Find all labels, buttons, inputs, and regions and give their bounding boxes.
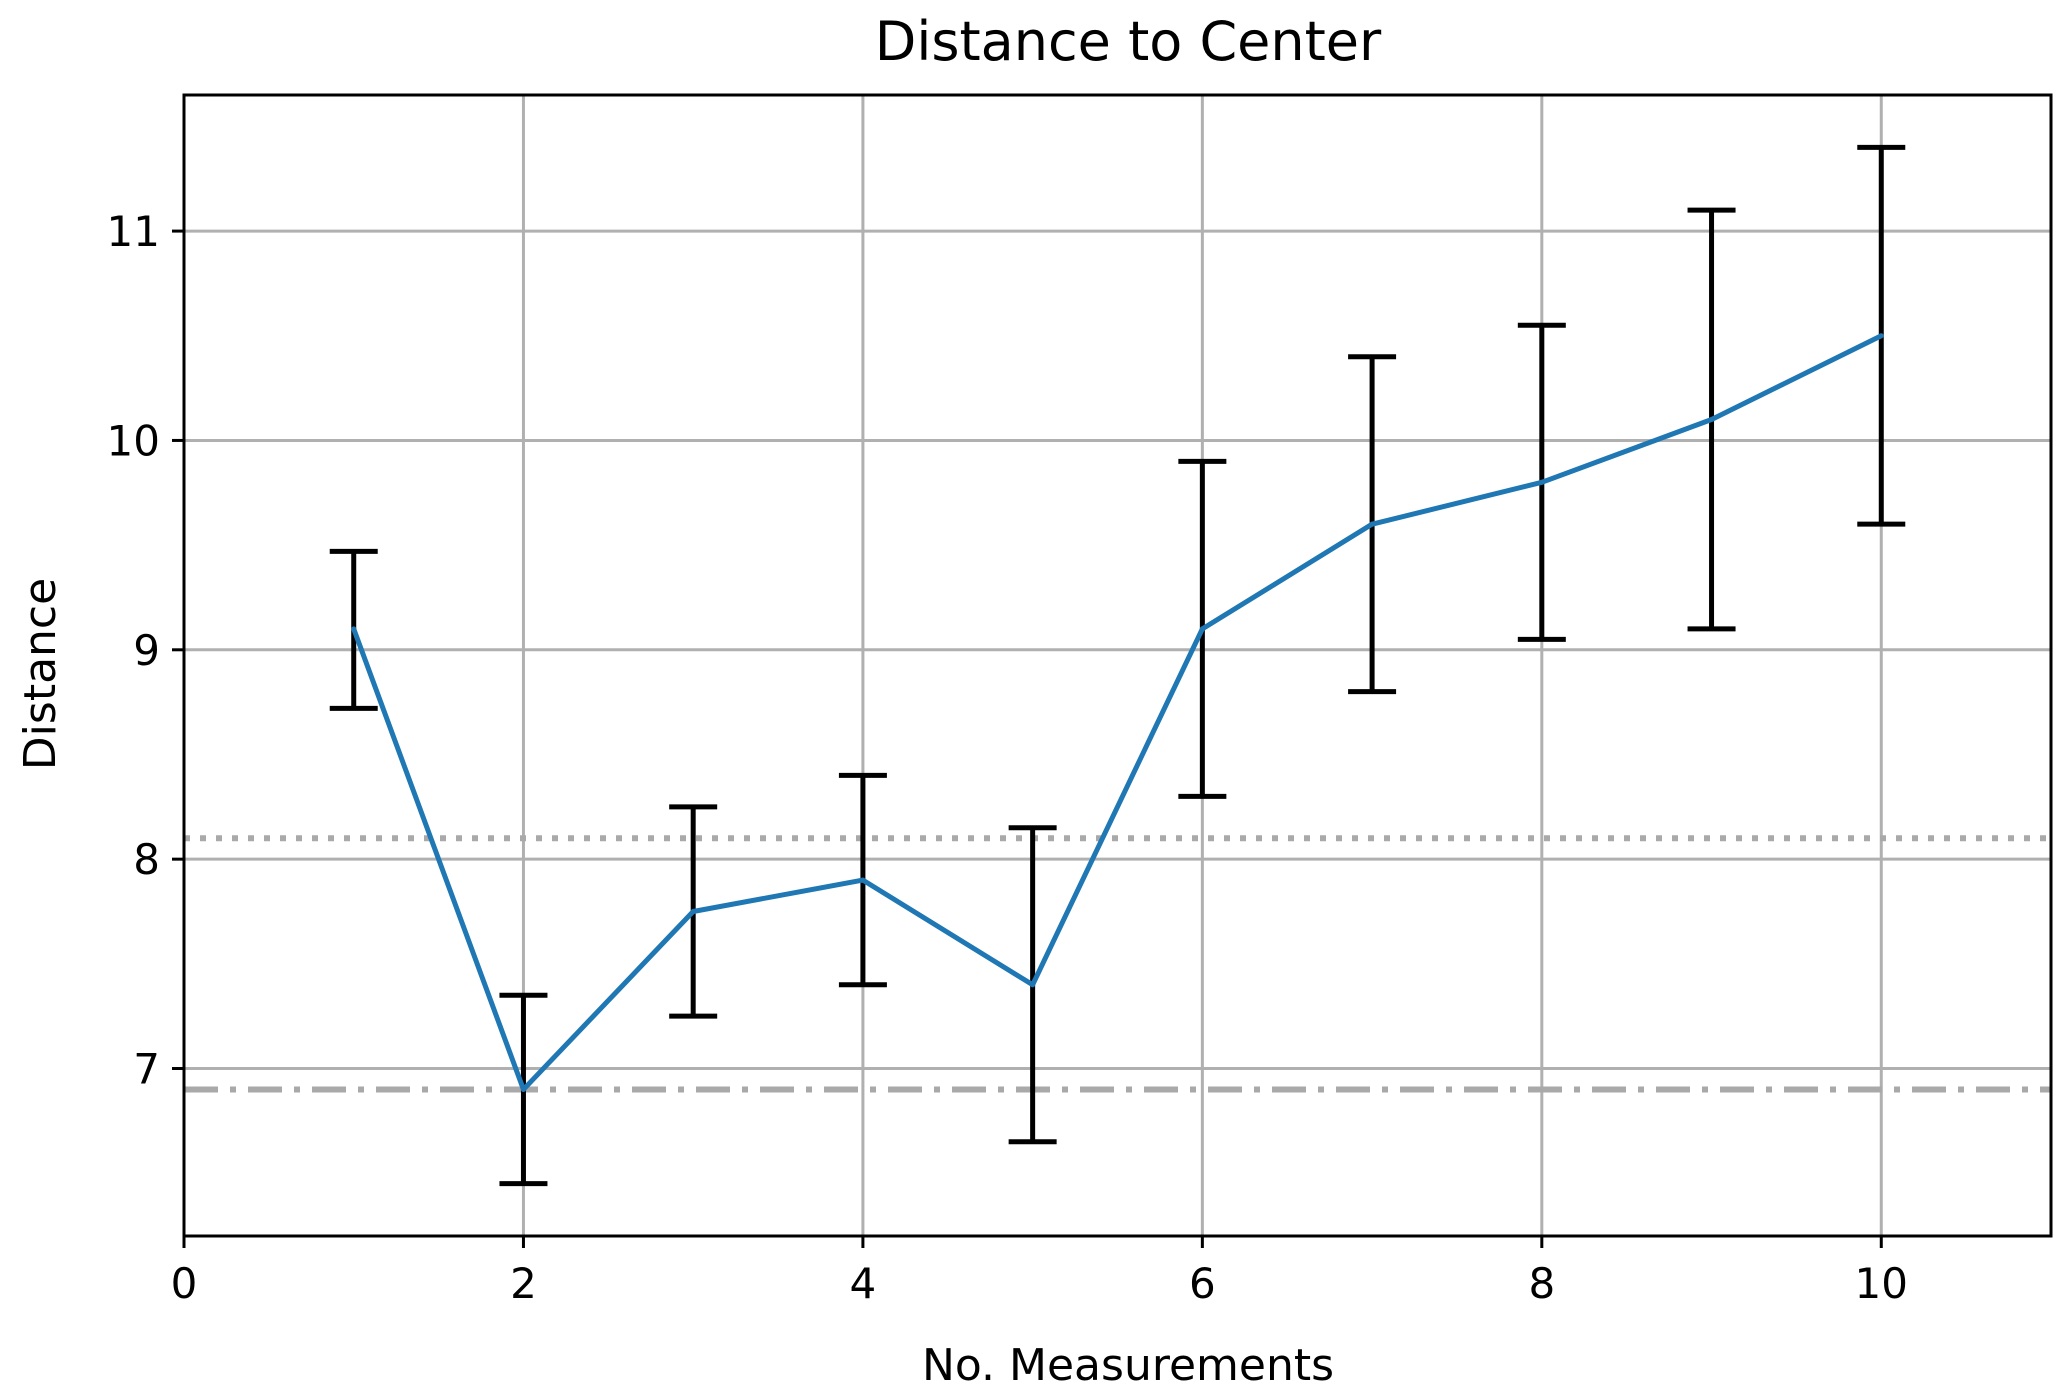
x-tick-label: 2 bbox=[510, 1259, 537, 1308]
y-tick-label: 7 bbox=[133, 1045, 160, 1094]
y-tick-label: 8 bbox=[133, 835, 160, 884]
x-tick-label: 6 bbox=[1189, 1259, 1216, 1308]
y-tick-label: 10 bbox=[107, 416, 160, 465]
x-tick-label: 4 bbox=[850, 1259, 877, 1308]
x-axis-title: No. Measurements bbox=[922, 1340, 1334, 1391]
axis-ticks: 0 2 4 6 8 10 7 8 9 10 11 bbox=[107, 207, 1908, 1308]
chart-title: Distance to Center bbox=[875, 10, 1382, 73]
data-point bbox=[1369, 521, 1375, 527]
data-point bbox=[1030, 982, 1036, 988]
data-point bbox=[860, 877, 866, 883]
y-axis-title: Distance bbox=[15, 578, 66, 770]
data-point bbox=[1539, 479, 1545, 485]
data-point bbox=[690, 908, 696, 914]
data-point bbox=[520, 1086, 526, 1092]
series-line bbox=[351, 333, 1883, 1092]
data-point bbox=[1199, 626, 1205, 632]
x-tick-label: 0 bbox=[171, 1259, 198, 1308]
y-tick-label: 11 bbox=[107, 207, 160, 256]
data-point bbox=[1878, 333, 1884, 339]
x-tick-label: 10 bbox=[1855, 1259, 1908, 1308]
data-point bbox=[1709, 417, 1715, 423]
data-series bbox=[351, 333, 1884, 1092]
reference-lines bbox=[184, 835, 2051, 1093]
plot-frame bbox=[182, 93, 2053, 1238]
x-tick-label: 8 bbox=[1528, 1259, 1555, 1308]
data-point bbox=[351, 626, 357, 632]
y-tick-label: 9 bbox=[133, 626, 160, 675]
